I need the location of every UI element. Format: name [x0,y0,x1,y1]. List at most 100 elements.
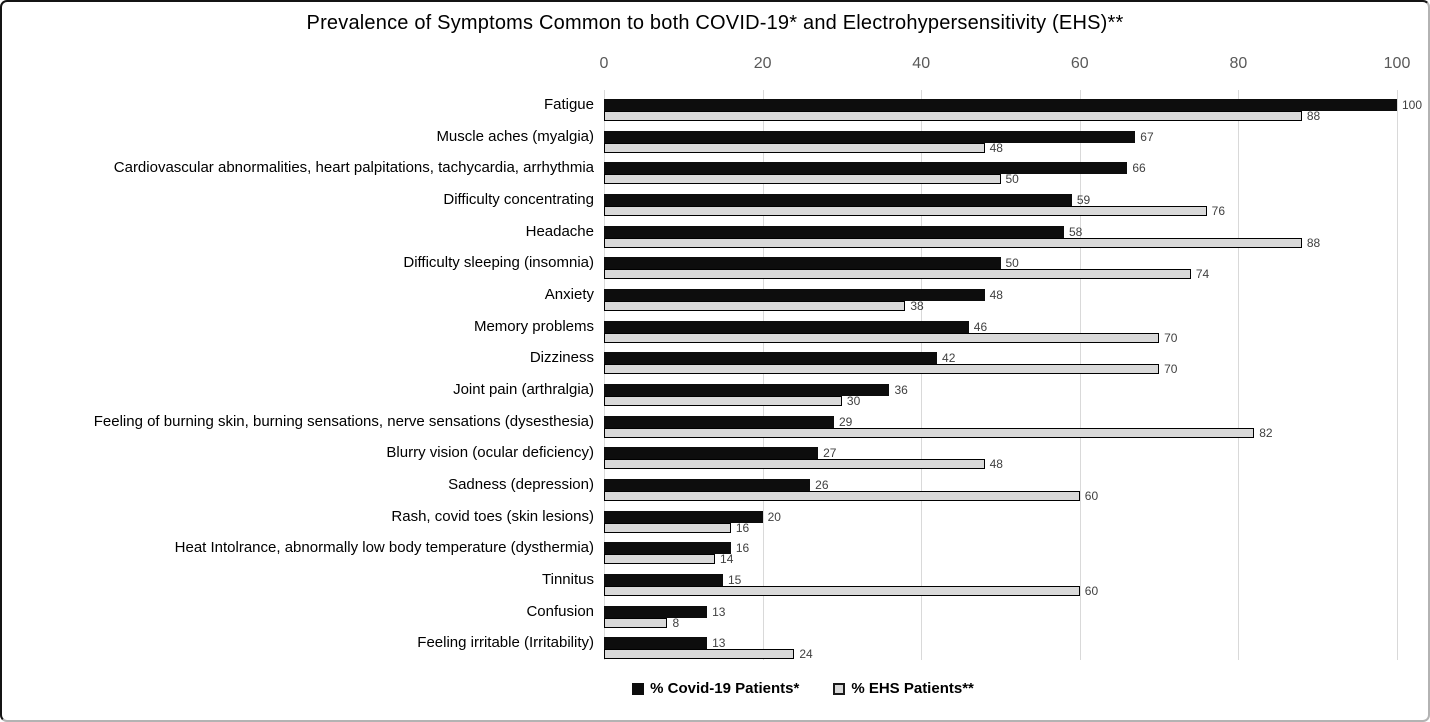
ehs-bar [604,586,1080,596]
category-label: Difficulty sleeping (insomnia) [403,254,594,272]
chart-row: Dizziness 42 70 [2,343,1428,375]
category-label: Heat Intolrance, abnormally low body tem… [174,539,594,557]
covid-bar [604,320,969,333]
chart-row: Confusion 13 8 [2,597,1428,630]
category-label: Memory problems [473,317,594,335]
category-label: Difficulty concentrating [443,191,594,208]
chart-row: Feeling of burning skin, burning sensati… [2,407,1428,439]
ehs-bar [604,174,1001,185]
covid-value-label: 50 [1005,256,1019,271]
covid-bar [604,257,1001,270]
covid-bar [604,574,723,586]
x-axis-tick-label: 100 [1383,55,1411,72]
covid-value-label: 59 [1076,193,1091,207]
covid-bar [604,447,819,460]
legend-item-ehs: % EHS Patients** [833,680,974,697]
covid-bar [604,384,890,396]
ehs-bar [604,332,1160,343]
chart-row: Fatigue 100 88 [2,90,1428,122]
category-label: Fatigue [543,96,594,113]
covid-value-label: 15 [727,573,742,587]
ehs-value-label: 76 [1211,204,1226,218]
ehs-bar [604,237,1302,248]
ehs-value-label: 74 [1195,267,1210,282]
x-axis-tick-label: 20 [753,55,772,72]
covid-value-label: 29 [838,414,853,429]
category-label: Cardiovascular abnormalities, heart palp… [113,159,594,177]
ehs-value-label: 60 [1084,489,1099,503]
covid-value-label: 100 [1402,98,1423,112]
plot-area [604,90,1398,660]
ehs-bar [604,649,795,660]
gridline [1397,90,1398,660]
covid-value-label: 27 [823,446,837,461]
chart-row: Heat Intolrance, abnormally low body tem… [2,533,1428,565]
covid-value-label: 42 [942,351,956,366]
category-label: Sadness (depression) [448,476,594,493]
x-axis-tick-label: 80 [1229,55,1248,72]
x-axis-tick-label: 40 [912,55,931,72]
ehs-value-label: 70 [1164,330,1178,345]
covid-value-label: 13 [712,636,726,651]
chart-row: Rash, covid toes (skin lesions) 20 16 [2,502,1428,535]
chart-row: Memory problems 46 70 [2,312,1428,345]
legend: % Covid-19 Patients* % EHS Patients** [178,680,1428,697]
category-label: Tinnitus [542,571,594,588]
chart-row: Anxiety 48 38 [2,280,1428,312]
gridline [921,90,923,660]
ehs-value-label: 48 [989,140,1003,155]
covid-bar [604,605,708,618]
ehs-bar [604,364,1160,375]
chart-row: Blurry vision (ocular deficiency) 27 48 [2,438,1428,472]
chart-row: Feeling irritable (Irritability) 13 24 [2,628,1428,660]
covid-bar [604,194,1072,206]
gridline [604,90,605,660]
covid-value-label: 67 [1140,129,1154,144]
chart-row: Muscle aches (myalgia) 67 48 [2,122,1428,155]
gridline [1079,90,1081,660]
chart-row: Cardiovascular abnormalities, heart palp… [2,153,1428,185]
ehs-series-swatch-icon [833,682,846,695]
covid-value-label: 36 [894,383,908,397]
covid-value-label: 48 [989,288,1003,302]
covid-value-label: 16 [735,541,750,556]
chart-row: Sadness (depression) 26 60 [2,470,1428,503]
covid-bar [604,352,938,365]
chart-rows: Fatigue 100 88 Muscle aches (myalgia) 67 48 Ca… [2,90,1428,660]
ehs-bar [604,301,906,311]
gridline [762,90,764,660]
category-label: Dizziness [529,349,594,367]
ehs-bar [604,111,1302,121]
covid-value-label: 26 [815,478,829,492]
ehs-value-label: 8 [672,615,680,630]
ehs-bar [604,269,1191,280]
category-label: Rash, covid toes (skin lesions) [391,507,594,525]
chart-row: Headache 58 88 [2,217,1428,250]
covid-bar [604,225,1064,238]
covid-bar [604,542,731,555]
ehs-bar [604,142,985,153]
category-label: Feeling of burning skin, burning sensati… [93,412,594,430]
covid-bar [604,130,1136,143]
covid-bar [604,99,1397,111]
covid-bar [604,289,985,301]
ehs-bar [604,206,1207,216]
gridline [1238,90,1240,660]
covid-bar [604,162,1128,175]
ehs-value-label: 16 [735,520,750,535]
covid-bar [604,510,763,523]
ehs-value-label: 48 [989,457,1003,472]
chart-row: Tinnitus 15 60 [2,565,1428,597]
ehs-bar [604,554,716,565]
legend-label-ehs: % EHS Patients** [851,680,974,697]
ehs-bar [604,491,1080,501]
category-label: Headache [525,222,594,240]
ehs-value-label: 88 [1306,235,1321,250]
covid-value-label: 20 [767,509,781,524]
category-label: Blurry vision (ocular deficiency) [386,444,594,462]
covid-series-swatch-icon [632,682,645,695]
ehs-bar [604,396,842,406]
legend-label-covid: % Covid-19 Patients* [650,680,800,697]
chart-row: Joint pain (arthralgia) 36 30 [2,375,1428,407]
